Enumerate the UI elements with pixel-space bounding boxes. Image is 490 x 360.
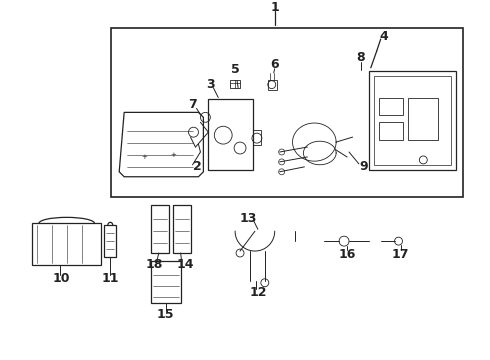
Text: 3: 3	[206, 78, 215, 91]
Bar	[32, 223, 101, 265]
Bar	[374, 76, 451, 165]
Text: 13: 13	[239, 212, 257, 225]
Text: 8: 8	[357, 51, 365, 64]
Bar	[208, 99, 253, 170]
Text: 14: 14	[177, 258, 195, 271]
Bar	[409, 98, 438, 140]
Text: 17: 17	[392, 248, 409, 261]
Text: 4: 4	[379, 30, 388, 42]
Text: 6: 6	[270, 58, 279, 71]
Text: 12: 12	[249, 286, 267, 299]
Bar	[230, 80, 240, 87]
Text: 10: 10	[53, 272, 71, 285]
Bar	[369, 71, 456, 170]
Text: 2: 2	[193, 160, 202, 174]
Bar	[104, 225, 116, 257]
Text: 11: 11	[101, 272, 119, 285]
Text: 7: 7	[188, 98, 197, 111]
Text: 9: 9	[360, 160, 368, 174]
Text: 16: 16	[338, 248, 356, 261]
Bar	[111, 28, 463, 197]
Bar	[379, 98, 403, 115]
Text: 5: 5	[231, 63, 240, 76]
Bar	[379, 122, 403, 140]
Text: 18: 18	[145, 258, 163, 271]
Bar	[151, 261, 181, 302]
Text: 1: 1	[270, 1, 279, 14]
Bar	[268, 80, 277, 90]
Bar	[253, 130, 261, 145]
Text: 15: 15	[157, 308, 174, 321]
Bar	[151, 206, 169, 253]
Bar	[172, 206, 191, 253]
Text: +: +	[171, 152, 176, 158]
Text: +: +	[141, 154, 147, 160]
